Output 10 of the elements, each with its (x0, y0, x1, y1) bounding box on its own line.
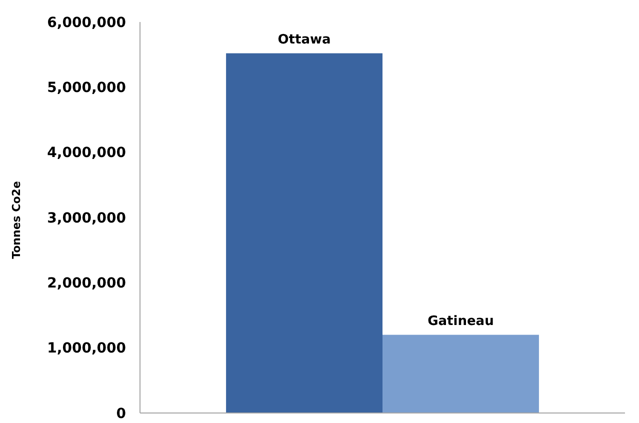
y-tick-label: 1,000,000 (47, 340, 126, 357)
y-tick-label: 2,000,000 (47, 276, 126, 292)
y-axis-title: Tonnes Co2e (10, 181, 23, 259)
series-label: Gatineau (428, 314, 494, 329)
series-label: Ottawa (278, 32, 331, 48)
y-tick-label: 0 (116, 406, 126, 422)
y-tick-label: 6,000,000 (47, 14, 126, 31)
y-tick-label: 5,000,000 (47, 80, 126, 96)
y-tick-label: 4,000,000 (47, 145, 126, 162)
y-tick-label: 3,000,000 (47, 210, 126, 226)
